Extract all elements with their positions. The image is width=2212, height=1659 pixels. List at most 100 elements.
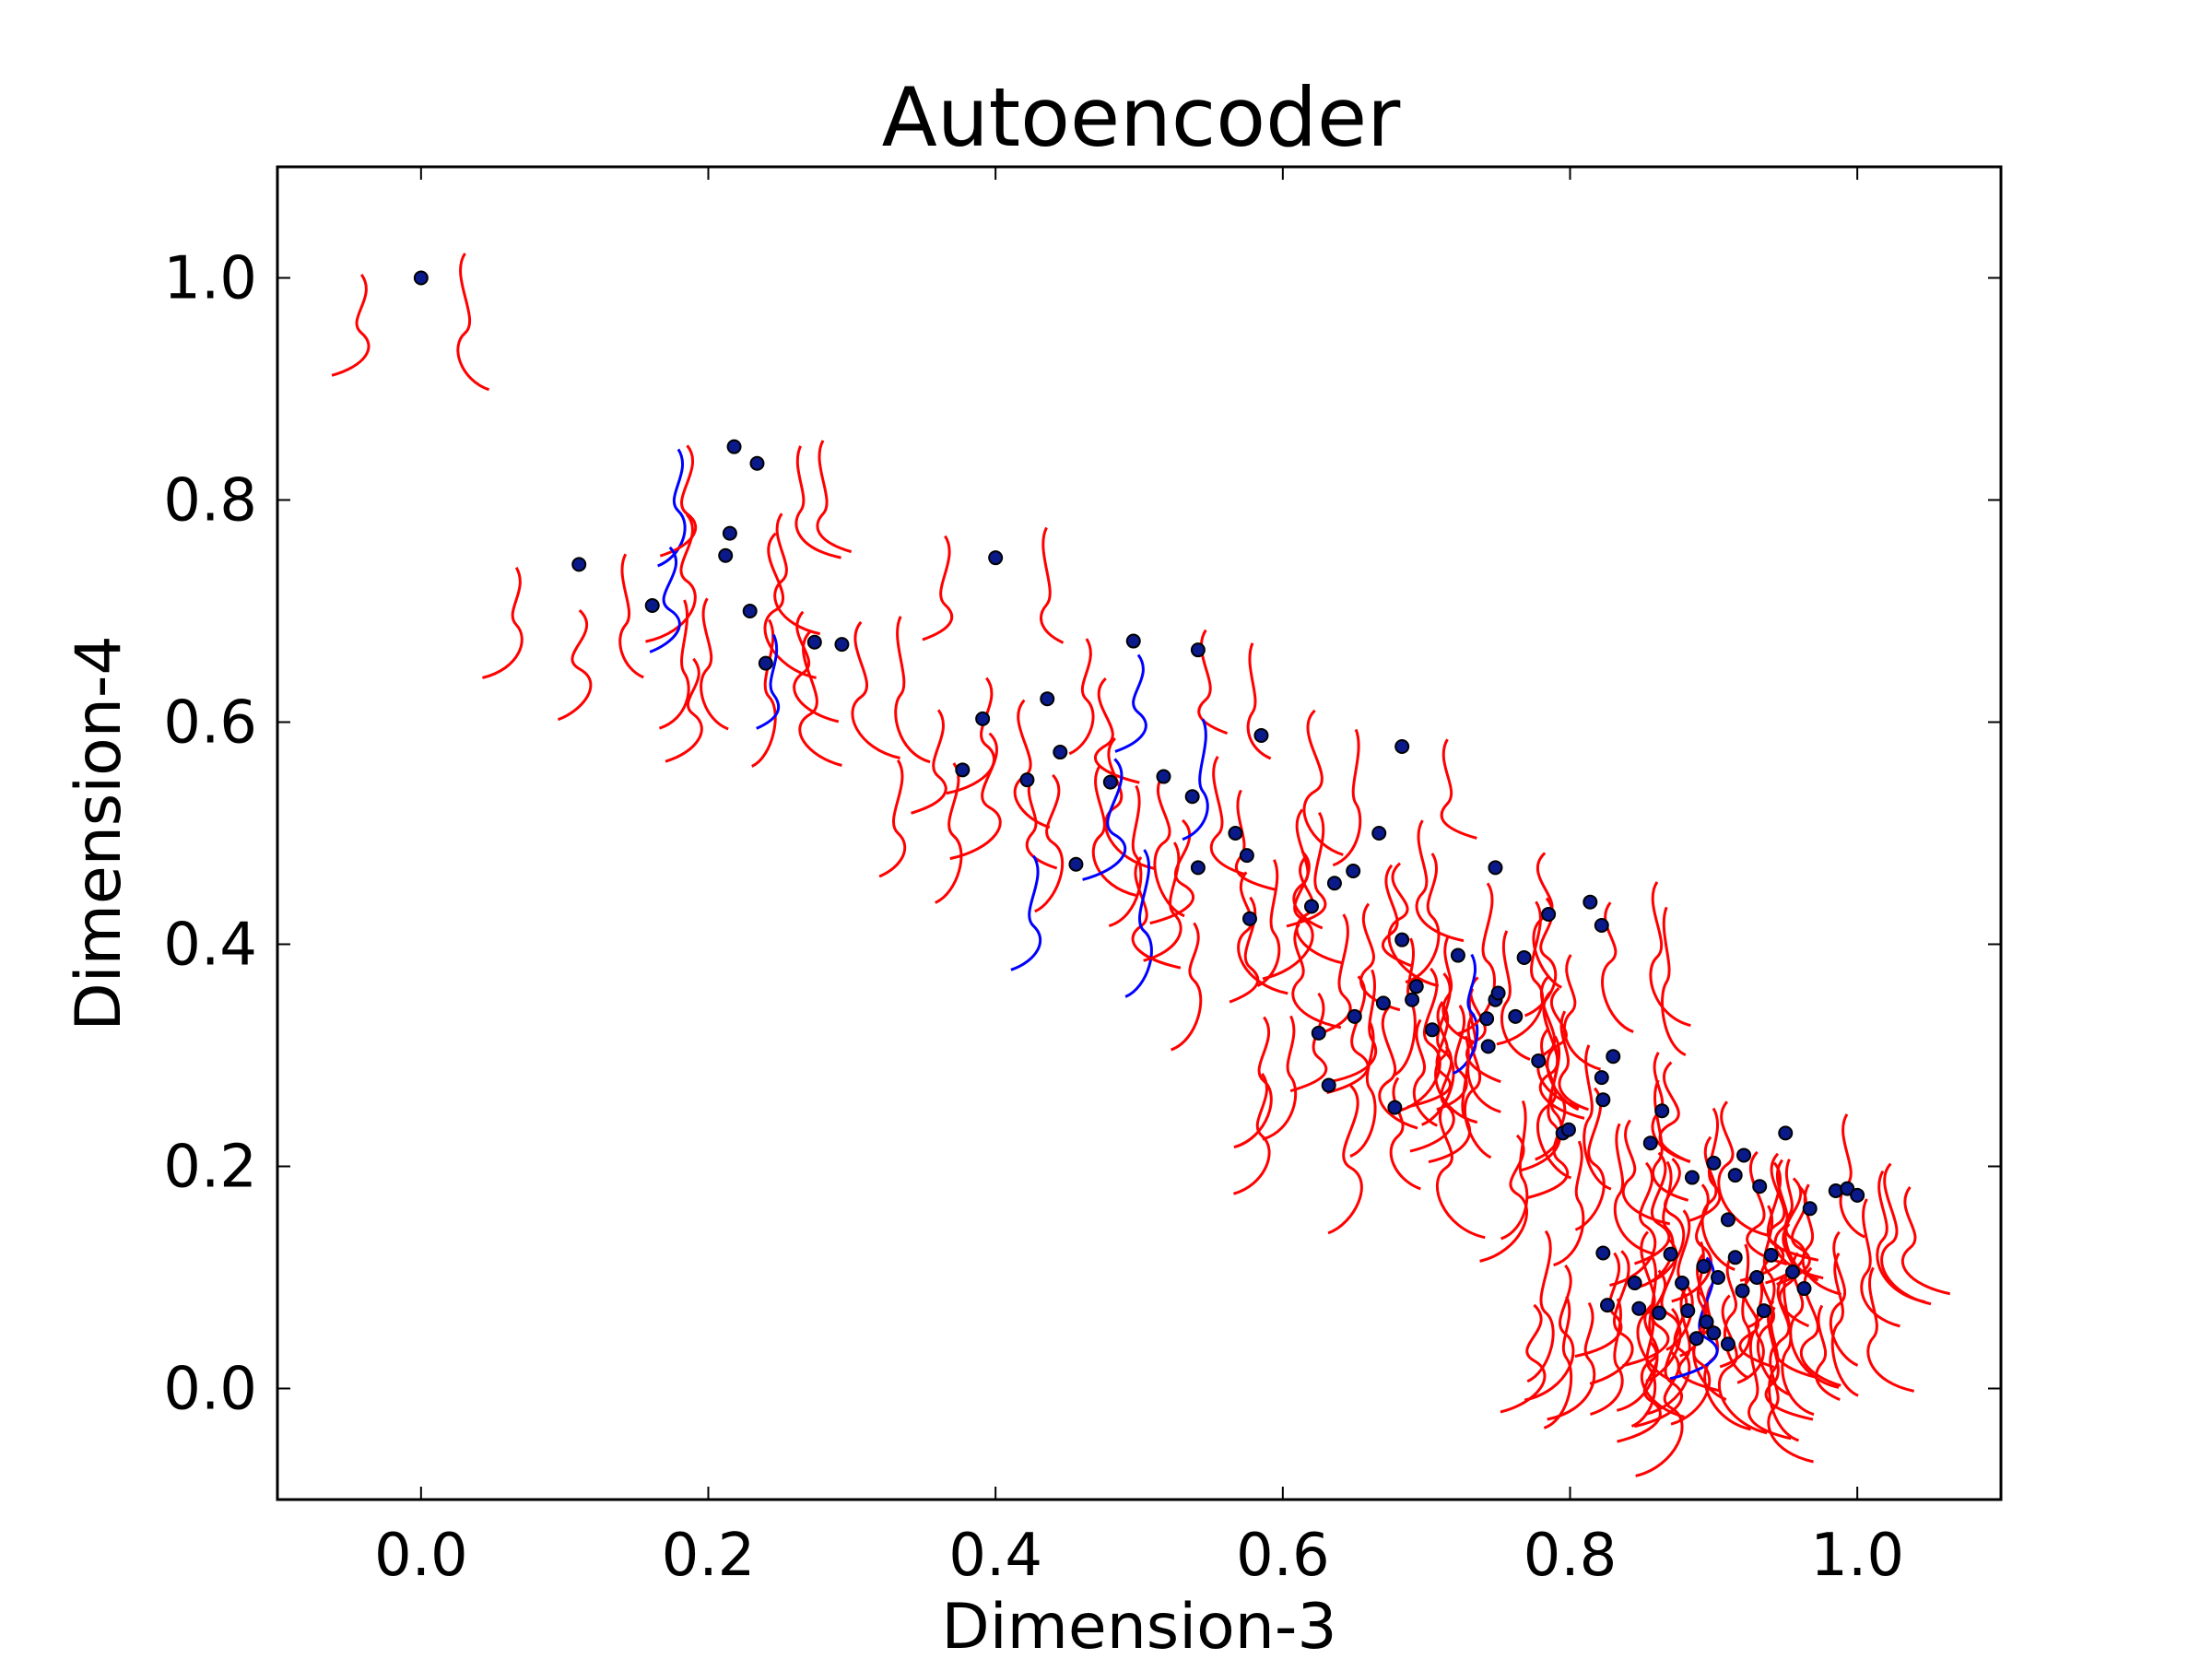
data-point <box>1228 826 1243 841</box>
glyph-stroke-left <box>1589 1250 1634 1385</box>
data-point <box>1241 911 1257 926</box>
point-glyph <box>482 553 644 679</box>
point-glyph <box>657 445 841 568</box>
point-glyph <box>1332 728 1477 867</box>
glyph-stroke-left <box>658 599 690 730</box>
glyph-stroke-right <box>1153 773 1185 918</box>
glyph-stroke-right <box>1291 923 1342 1030</box>
data-point <box>726 439 742 454</box>
glyph-stroke-left <box>922 535 954 641</box>
glyph-stroke-left <box>1082 758 1127 881</box>
glyph-stroke-left <box>1634 1151 1671 1265</box>
data-point <box>1156 769 1171 784</box>
point-glyph <box>1739 1161 1932 1306</box>
glyph-stroke-right <box>773 512 821 636</box>
glyph-stroke-right <box>1093 677 1140 784</box>
glyph-stroke-right <box>1500 930 1531 1061</box>
data-point <box>1184 789 1200 805</box>
glyph-stroke-right <box>1778 1222 1810 1328</box>
data-point <box>834 637 850 653</box>
point-glyph <box>1500 1100 1671 1241</box>
glyph-stroke-right <box>1436 1100 1486 1240</box>
point-glyph <box>1590 1294 1768 1435</box>
glyph-stroke-right <box>793 610 840 724</box>
glyph-stroke-right <box>1830 1252 1859 1397</box>
point-glyph <box>1428 1035 1612 1191</box>
glyph-stroke-left <box>1688 1107 1722 1222</box>
glyph-stroke-right <box>1389 1077 1421 1191</box>
glyph-stroke-left <box>756 634 780 730</box>
data-point <box>1785 1264 1801 1279</box>
glyph-stroke-right <box>1440 738 1477 840</box>
glyph-stroke-left <box>1349 1022 1377 1158</box>
glyph-stroke-right <box>1773 1276 1815 1379</box>
data-point <box>1749 1270 1765 1285</box>
glyph-stroke-left <box>1428 1035 1472 1164</box>
point-glyph <box>1286 811 1465 943</box>
glyph-stroke-left <box>1526 1230 1555 1383</box>
glyph-stroke-right <box>1104 737 1156 871</box>
glyph-stroke-right <box>816 440 853 554</box>
point-glyph <box>1182 709 1344 856</box>
x-axis-label: Dimension-3 <box>941 1591 1336 1659</box>
tick-layer: 0.0 0.2 0.4 0.6 0.8 1.0 0.0 0.2 0.4 0.6 0.8 1.0 <box>163 167 2001 1590</box>
data-point <box>955 762 971 778</box>
glyph-stroke-left <box>1233 1073 1271 1195</box>
point-glyph <box>751 618 900 768</box>
data-point <box>758 655 773 671</box>
glyph-stroke-left <box>1114 653 1147 753</box>
glyph-stroke-left <box>1068 638 1095 756</box>
point-glyph <box>1034 773 1185 918</box>
point-glyph <box>659 440 853 558</box>
glyph-stroke-right <box>1829 1230 1859 1367</box>
data-point <box>1756 1303 1771 1319</box>
glyph-stroke-left <box>657 448 687 568</box>
glyph-stroke-right <box>1764 1300 1814 1421</box>
data-point <box>1508 1008 1524 1024</box>
y-tick-label: 0.4 <box>163 912 257 980</box>
glyph-stroke-right <box>456 253 490 392</box>
data-point <box>1696 1258 1712 1274</box>
data-point <box>1684 1170 1700 1185</box>
data-point <box>1125 633 1141 649</box>
glyph-stroke-left <box>1590 1298 1624 1416</box>
x-tick-label: 0.8 <box>1524 1522 1618 1590</box>
data-point <box>1490 985 1506 1001</box>
glyph-stroke-left <box>1143 841 1182 962</box>
data-point <box>1304 899 1319 914</box>
glyph-stroke-left <box>1262 850 1314 981</box>
data-point <box>1675 1276 1690 1291</box>
data-point <box>1408 979 1424 994</box>
data-point <box>1720 1336 1735 1352</box>
data-point <box>1480 1039 1496 1054</box>
glyph-stroke-left <box>1543 1295 1573 1430</box>
data-point <box>1652 1305 1667 1321</box>
data-point <box>722 525 737 541</box>
glyph-stroke-left <box>1739 1161 1785 1282</box>
point-glyph <box>1233 1073 1421 1195</box>
y-tick-label: 0.6 <box>163 689 257 758</box>
glyph-stroke-right <box>1583 1044 1612 1191</box>
data-point <box>1796 1281 1812 1297</box>
x-tick-label: 0.4 <box>948 1522 1042 1590</box>
data-point <box>1053 745 1068 760</box>
data-point <box>1840 1181 1855 1196</box>
glyph-stroke-right <box>1781 1272 1815 1417</box>
glyph-stroke-right <box>1387 862 1440 988</box>
data-point <box>1394 739 1410 755</box>
glyph-stroke-left <box>331 273 371 377</box>
glyph-stroke-left <box>1645 1238 1682 1382</box>
point-glyph <box>1635 1345 1814 1477</box>
data-point <box>1516 949 1532 965</box>
point-glyph <box>1719 1243 1859 1397</box>
data-point <box>1735 1283 1750 1299</box>
point-glyph <box>1609 1150 1788 1288</box>
data-point <box>975 711 991 726</box>
glyph-stroke-right <box>1441 935 1474 1043</box>
glyph-stroke-left <box>1547 1301 1596 1421</box>
data-point <box>1680 1303 1696 1319</box>
glyph-stroke-right <box>700 597 729 731</box>
x-tick-label: 0.0 <box>374 1522 468 1590</box>
data-point <box>1727 1168 1743 1183</box>
